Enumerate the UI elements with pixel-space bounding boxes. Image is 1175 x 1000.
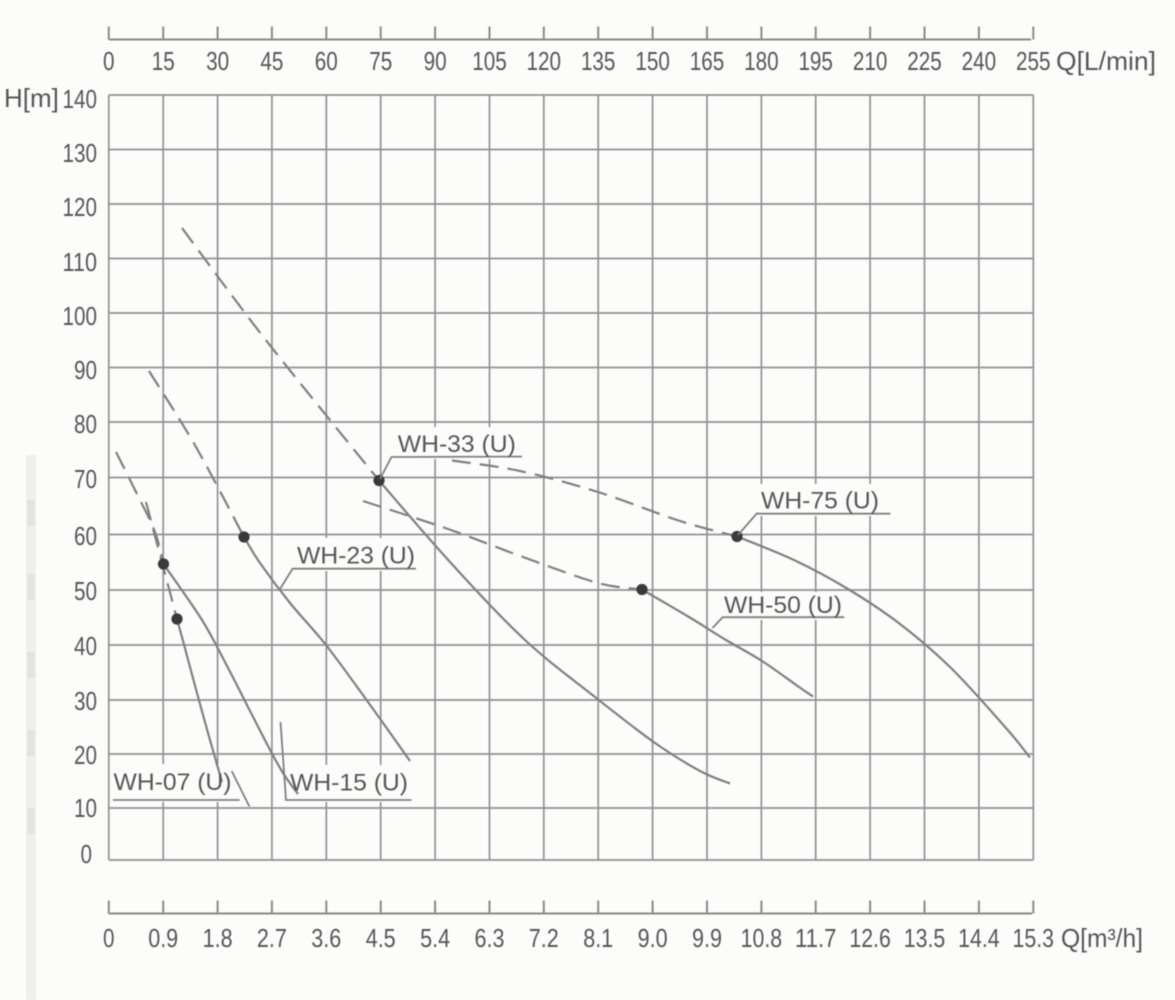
svg-text:2.7: 2.7 — [257, 923, 287, 953]
svg-text:100: 100 — [63, 301, 98, 331]
svg-text:15: 15 — [152, 46, 175, 76]
svg-text:105: 105 — [472, 46, 507, 76]
svg-text:135: 135 — [581, 46, 616, 76]
svg-text:15.3: 15.3 — [1013, 923, 1055, 953]
svg-text:1.8: 1.8 — [203, 923, 233, 953]
svg-text:9.0: 9.0 — [638, 923, 668, 953]
svg-text:8.1: 8.1 — [583, 923, 613, 953]
svg-text:WH-50 (U): WH-50 (U) — [724, 592, 842, 619]
svg-text:11.7: 11.7 — [795, 923, 837, 953]
svg-text:9.9: 9.9 — [692, 923, 722, 953]
svg-text:3.6: 3.6 — [311, 923, 341, 953]
svg-text:80: 80 — [74, 409, 97, 439]
svg-text:150: 150 — [635, 46, 670, 76]
svg-text:30: 30 — [74, 686, 97, 716]
svg-text:5.4: 5.4 — [420, 923, 450, 953]
svg-text:165: 165 — [690, 46, 725, 76]
svg-text:H[m]: H[m] — [4, 83, 59, 113]
svg-text:75: 75 — [369, 46, 392, 76]
svg-text:180: 180 — [744, 46, 779, 76]
svg-text:20: 20 — [74, 740, 97, 770]
svg-text:14.4: 14.4 — [958, 923, 1000, 953]
svg-text:7.2: 7.2 — [529, 923, 559, 953]
svg-text:WH-75 (U): WH-75 (U) — [761, 488, 879, 515]
svg-text:Q[L/min]: Q[L/min] — [1056, 46, 1156, 76]
svg-text:130: 130 — [63, 138, 98, 168]
svg-text:120: 120 — [63, 192, 98, 222]
svg-text:110: 110 — [63, 247, 98, 277]
svg-text:45: 45 — [260, 46, 283, 76]
svg-text:Q[m³/h]: Q[m³/h] — [1061, 923, 1143, 953]
svg-text:60: 60 — [74, 521, 97, 551]
svg-text:30: 30 — [206, 46, 229, 76]
svg-text:120: 120 — [527, 46, 562, 76]
svg-text:90: 90 — [424, 46, 447, 76]
svg-text:90: 90 — [74, 355, 97, 385]
svg-text:10.8: 10.8 — [741, 923, 783, 953]
svg-text:60: 60 — [315, 46, 338, 76]
svg-text:6.3: 6.3 — [475, 923, 505, 953]
svg-text:195: 195 — [798, 46, 833, 76]
svg-text:0: 0 — [81, 839, 93, 869]
svg-text:210: 210 — [853, 46, 888, 76]
svg-text:0.9: 0.9 — [148, 923, 178, 953]
svg-text:255: 255 — [1016, 46, 1051, 76]
svg-text:240: 240 — [962, 46, 997, 76]
svg-text:10: 10 — [74, 793, 97, 823]
svg-text:4.5: 4.5 — [366, 923, 396, 953]
svg-text:13.5: 13.5 — [904, 923, 946, 953]
svg-text:70: 70 — [74, 464, 97, 494]
svg-text:0: 0 — [103, 46, 115, 76]
svg-text:WH-07 (U): WH-07 (U) — [114, 769, 232, 796]
svg-text:WH-33 (U): WH-33 (U) — [398, 431, 516, 458]
svg-text:12.6: 12.6 — [849, 923, 891, 953]
svg-text:0: 0 — [103, 923, 115, 953]
svg-text:40: 40 — [74, 631, 97, 661]
svg-text:WH-15 (U): WH-15 (U) — [290, 770, 408, 797]
svg-text:225: 225 — [907, 46, 942, 76]
svg-text:50: 50 — [74, 576, 97, 606]
svg-text:140: 140 — [63, 84, 98, 114]
svg-text:WH-23 (U): WH-23 (U) — [297, 543, 415, 570]
